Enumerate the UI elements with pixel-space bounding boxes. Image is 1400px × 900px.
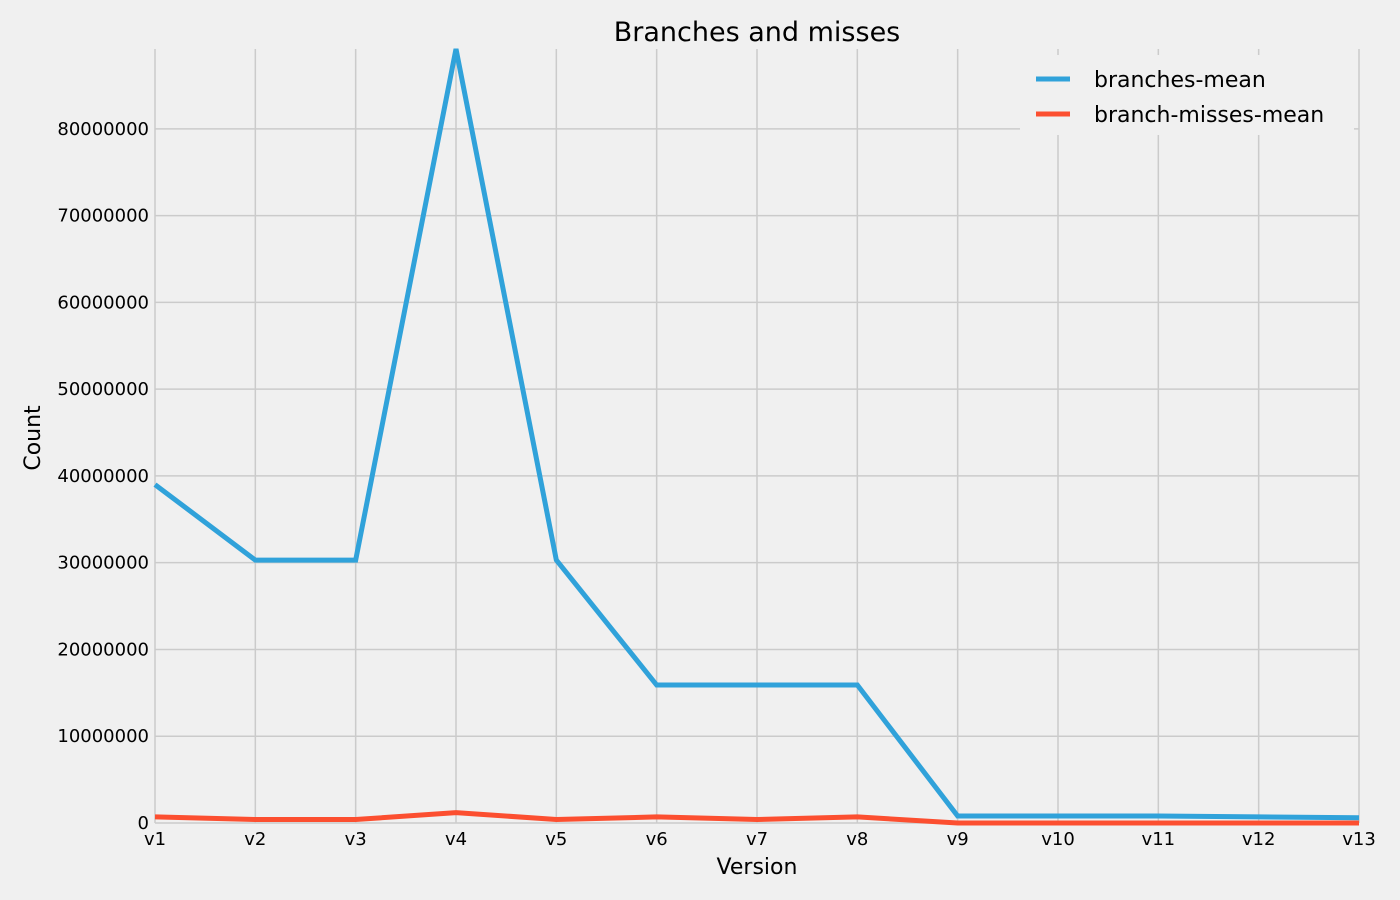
x-tick-label: v9 <box>947 829 969 850</box>
y-tick-label: 0 <box>138 813 149 834</box>
y-tick-label: 60000000 <box>57 292 149 313</box>
legend-label-branch-misses-mean: branch-misses-mean <box>1094 103 1324 128</box>
x-tick-label: v7 <box>746 829 768 850</box>
tick-labels: v1 v2 v3 v4 v5 v6 v7 v8 v9 v10 v11 v12 v13 0 10000000 2… <box>57 119 1375 850</box>
series-line-branch-misses-mean <box>154 810 1359 826</box>
x-tick-label: v3 <box>345 829 367 850</box>
y-tick-label: 40000000 <box>57 466 149 487</box>
y-tick-label: 70000000 <box>57 206 149 227</box>
x-tick-label: v6 <box>646 829 668 850</box>
y-tick-label: 20000000 <box>57 639 149 660</box>
x-tick-label: v8 <box>846 829 868 850</box>
series-line-branches-mean <box>153 48 1360 821</box>
series-lines <box>153 48 1360 826</box>
x-tick-label: v1 <box>144 829 166 850</box>
x-tick-label: v5 <box>545 829 567 850</box>
legend-label-branches-mean: branches-mean <box>1094 68 1266 93</box>
legend: branches-mean branch-misses-mean <box>1020 55 1354 135</box>
y-tick-label: 80000000 <box>57 119 149 140</box>
x-tick-label: v12 <box>1242 829 1276 850</box>
x-tick-label: v13 <box>1342 829 1376 850</box>
x-tick-label: v11 <box>1142 829 1176 850</box>
x-tick-label: v2 <box>244 829 266 850</box>
chart-title: Branches and misses <box>614 17 901 48</box>
y-tick-label: 10000000 <box>57 726 149 747</box>
grid <box>154 49 1360 824</box>
y-tick-label: 50000000 <box>57 379 149 400</box>
x-axis-title: Version <box>717 855 798 880</box>
legend-box <box>1020 55 1354 135</box>
y-tick-label: 30000000 <box>57 553 149 574</box>
x-tick-label: v4 <box>445 829 467 850</box>
y-axis-title: Count <box>21 405 46 471</box>
x-tick-label: v10 <box>1041 829 1075 850</box>
